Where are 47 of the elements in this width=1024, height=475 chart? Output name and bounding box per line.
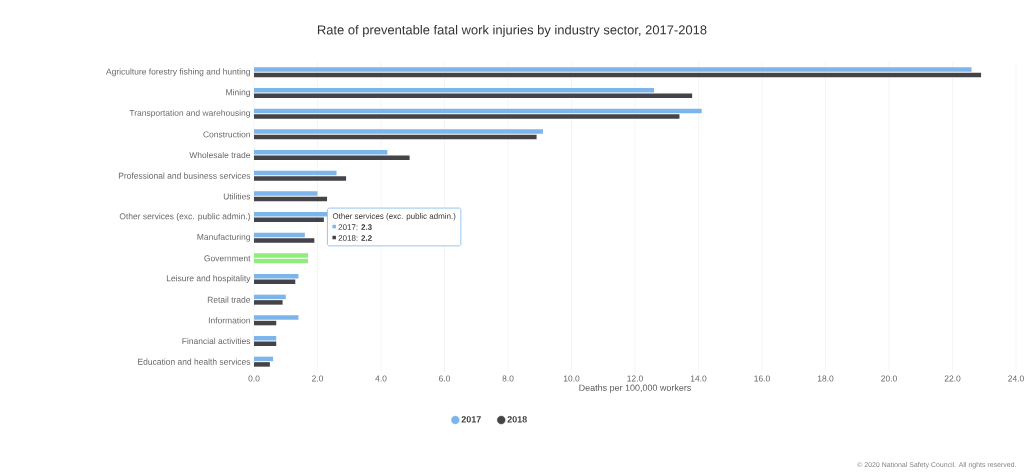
bar [254,294,286,300]
bar [254,315,299,320]
legend-label: 2017 [461,416,481,423]
legend-label: 2018 [507,416,527,423]
y-tick-label: Retail trade [207,296,251,303]
y-tick-label: Government [204,255,251,262]
y-tick-label: Mining [226,89,250,97]
y-tick-label: Other services (exc. public admin.) [119,213,250,221]
bar [254,191,318,196]
bar [254,67,972,72]
x-tick-label: 12.0 [627,375,643,382]
x-tick-label: 0.0 [248,375,260,382]
y-tick-label: Transportation and warehousing [129,109,250,118]
y-tick-label: Education and health services [138,358,251,365]
x-tick-label: 10.0 [563,375,580,382]
bar [254,217,324,222]
x-tick-label: 18.0 [817,375,834,382]
y-tick-label: Wholesale trade [189,151,251,159]
bar [254,362,270,367]
y-tick-label: Utilities [223,193,251,200]
x-tick-label: 24.0 [1008,375,1024,382]
x-tick-label: 8.0 [502,375,514,382]
y-tick-label: Manufacturing [197,233,250,242]
x-tick-label: 2.0 [312,375,324,382]
bar [254,238,315,243]
x-tick-label: 16.0 [754,375,770,382]
x-tick-label: 14.0 [690,375,707,382]
x-tick-label: 4.0 [375,375,387,382]
bar [254,341,277,346]
y-tick-label: Professional and business services [118,172,251,179]
x-tick-label: 20.0 [881,375,897,382]
x-axis-title: Deaths per 100,000 workers [579,384,691,393]
bar [254,114,680,119]
bar [254,129,543,134]
y-tick-label: Financial activities [182,337,251,345]
y-tick-label: Construction [203,131,250,138]
bar [254,300,283,305]
y-tick-label: Agriculture forestry fishing and hunting [105,68,250,77]
bar [254,155,410,160]
y-tick-label: Leisure and hospitality [166,275,251,283]
x-tick-label: 6.0 [439,375,451,382]
x-tick-label: 22.0 [944,375,961,382]
y-tick-label: Information [208,317,250,324]
bar [254,176,347,181]
bar [254,93,693,98]
bar [254,279,296,284]
chart-title: Rate of preventable fatal work injuries by industry sector, 2017-2018 [317,24,707,38]
